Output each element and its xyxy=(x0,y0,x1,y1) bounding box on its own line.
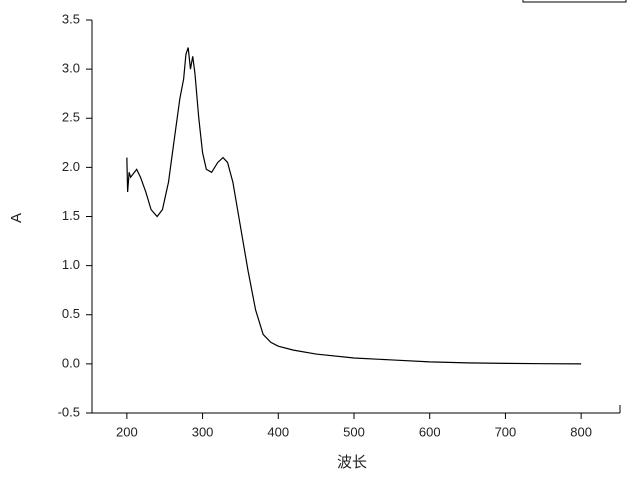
y-tick-label: 1.5 xyxy=(62,208,80,223)
x-tick-label: 600 xyxy=(419,424,441,439)
legend-box xyxy=(522,0,627,3)
x-tick-label: 500 xyxy=(343,424,365,439)
y-tick-label: 0.0 xyxy=(62,355,80,370)
y-tick-label: -0.5 xyxy=(58,404,80,419)
y-tick-label: 2.5 xyxy=(62,110,80,125)
y-tick-label: 0.5 xyxy=(62,306,80,321)
y-tick-label: 1.0 xyxy=(62,257,80,272)
x-tick-label: 200 xyxy=(116,424,138,439)
y-axis-label: A xyxy=(8,213,25,223)
y-tick-label: 3.0 xyxy=(62,61,80,76)
spectrum-line xyxy=(126,47,582,365)
x-tick-label: 700 xyxy=(495,424,517,439)
y-tick-label: 2.0 xyxy=(62,159,80,174)
x-axis-label: 波长 xyxy=(337,454,367,471)
x-tick-label: 400 xyxy=(267,424,289,439)
y-tick-label: 3.5 xyxy=(62,11,80,26)
x-tick-label: 800 xyxy=(570,424,592,439)
x-tick-label: 300 xyxy=(192,424,214,439)
